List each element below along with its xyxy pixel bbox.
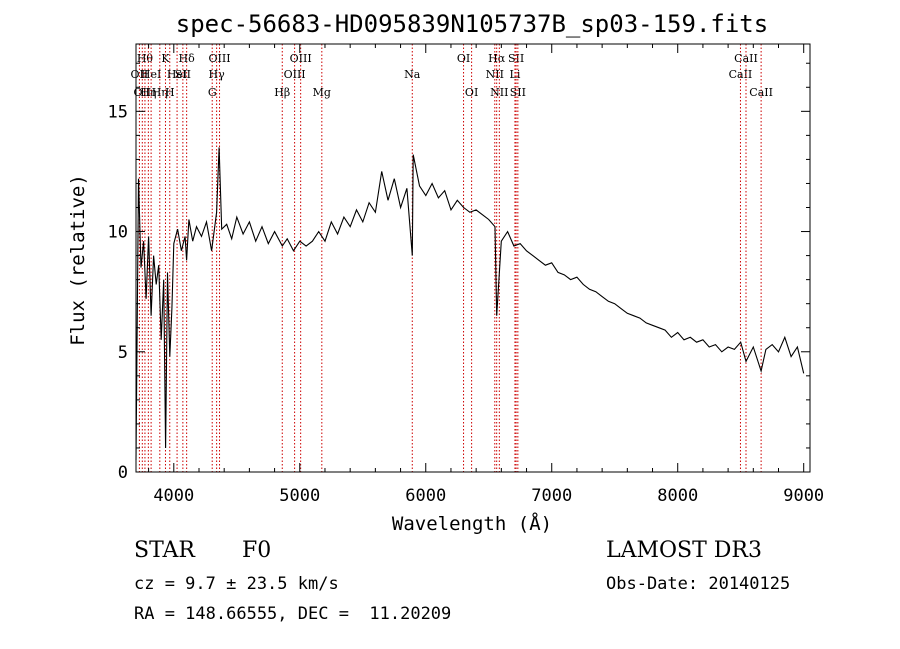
line-marker-label: HeI [167,68,187,81]
line-marker-label: Hβ [274,86,290,99]
plot-area [135,147,805,461]
x-tick-label: 5000 [279,486,320,506]
coordinates: RA = 148.66555, DEC = 11.20209 [134,604,452,624]
line-marker-label: Li [510,68,521,81]
y-axis-label: Flux (relative) [67,174,89,346]
line-marker-label: CaII [729,68,753,81]
redshift-velocity: cz = 9.7 ± 23.5 km/s [134,574,339,594]
line-marker-label: K [161,52,170,65]
spectrum-line [135,147,805,461]
x-axis-label: Wavelength (Å) [392,512,552,535]
line-marker-label: G [208,86,217,99]
y-tick-label: 15 [108,102,128,122]
x-tick-label: 9000 [783,486,824,506]
line-marker-label: HeI [141,68,161,81]
line-markers: OIIOIIHθHηHeIHηKHHeISIIHδGHγOIIIHβOIIIOI… [131,44,773,472]
line-marker-label: OI [457,52,470,65]
line-marker-label: Hδ [179,52,196,65]
line-marker-label: Na [404,68,421,81]
line-marker-label: Hγ [209,68,226,81]
line-marker-label: Hθ [137,52,154,65]
x-tick-label: 8000 [657,486,698,506]
line-marker-label: Hα [488,52,506,65]
line-marker-label: SII [508,52,524,65]
subclass: F0 [242,538,272,563]
line-marker-label: OIII [284,68,306,81]
object-type: STAR [134,538,195,563]
plot-frame [135,43,811,473]
line-marker-label: OIII [208,52,230,65]
x-tick-label: 7000 [531,486,572,506]
line-marker-label: OII [133,86,151,99]
line-marker-label: OII [131,68,149,81]
y-tick-label: 5 [118,343,128,363]
obs-date: Obs-Date: 20140125 [606,574,791,594]
line-marker-label: NII [490,86,508,99]
x-tick-label: 4000 [153,486,194,506]
line-marker-label: OI [465,86,478,99]
survey-name: LAMOST DR3 [606,538,762,563]
x-tick-label: 6000 [405,486,446,506]
line-marker-label: SII [510,86,526,99]
line-marker-label: NII [486,68,504,81]
y-tick-label: 0 [118,463,128,483]
spectrum-chart: spec-56683-HD095839N105737B_sp03-159.fit… [67,10,824,535]
line-marker-label: OIII [290,52,312,65]
line-marker-label: CaII [734,52,758,65]
line-marker-label: CaII [749,86,773,99]
axes: 4000 5000 6000 7000 8000 9000 0 5 10 15 [108,43,824,506]
line-marker-label: H [165,86,175,99]
chart-title: spec-56683-HD095839N105737B_sp03-159.fit… [176,10,768,38]
line-marker-label: Hη [140,86,156,99]
y-tick-label: 10 [108,223,128,243]
line-marker-label: SII [175,68,191,81]
line-marker-label: Hη [152,86,168,99]
line-marker-label: Mg [313,86,331,99]
